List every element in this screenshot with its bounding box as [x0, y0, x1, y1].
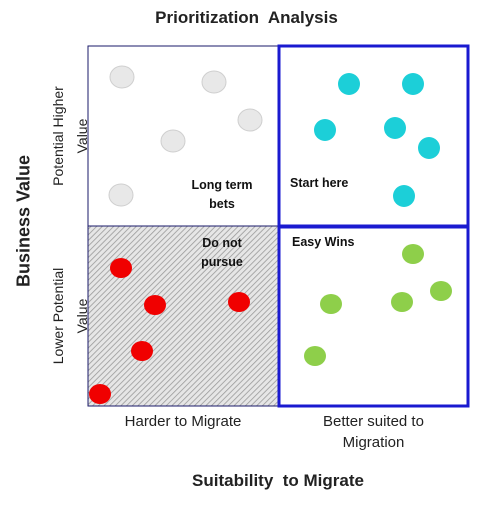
- dots-top-right: [314, 73, 440, 207]
- label-start-here: Start here: [290, 174, 370, 193]
- dot: [393, 185, 415, 207]
- label-line: Start here: [290, 176, 349, 190]
- dot: [338, 73, 360, 95]
- dot: [160, 129, 186, 153]
- dot: [131, 341, 153, 361]
- label-long-term-bets: Long term bets: [180, 176, 264, 214]
- x-axis-title: Suitability to Migrate: [192, 471, 364, 490]
- dot: [391, 292, 413, 312]
- dot: [314, 119, 336, 141]
- dots-bottom-left: [89, 258, 250, 404]
- quadrant-bottom-right: [277, 225, 470, 408]
- dot: [304, 346, 326, 366]
- label-line: bets: [209, 197, 235, 211]
- dot: [430, 281, 452, 301]
- label-line: Easy Wins: [292, 235, 355, 249]
- label-line: Do not: [202, 236, 242, 250]
- dot: [384, 117, 406, 139]
- x-right-label-line-2: Migration: [342, 434, 405, 451]
- label-do-not-pursue: Do not pursue: [186, 234, 258, 272]
- label-line: Long term: [191, 178, 253, 192]
- label-line: pursue: [201, 255, 243, 269]
- dot: [237, 108, 263, 132]
- dots-top-left: [108, 65, 263, 207]
- dot: [402, 244, 424, 264]
- chart-title: Prioritization Analysis: [155, 8, 338, 27]
- dots-bottom-right: [304, 244, 452, 366]
- quadrant-bottom-left: [87, 225, 279, 407]
- label-easy-wins: Easy Wins: [292, 233, 372, 252]
- dot: [418, 137, 440, 159]
- dot: [89, 384, 111, 404]
- x-right-label-line-1: Better suited to: [323, 413, 424, 430]
- dot: [110, 258, 132, 278]
- quadrant-top-right: [277, 44, 470, 228]
- dot: [228, 292, 250, 312]
- dot: [201, 70, 227, 94]
- x-right-label: Better suited to Migration: [279, 411, 468, 453]
- dot: [144, 295, 166, 315]
- x-left-label: Harder to Migrate: [124, 413, 242, 430]
- dot: [109, 65, 135, 89]
- dot: [320, 294, 342, 314]
- dot: [402, 73, 424, 95]
- dot: [108, 183, 134, 207]
